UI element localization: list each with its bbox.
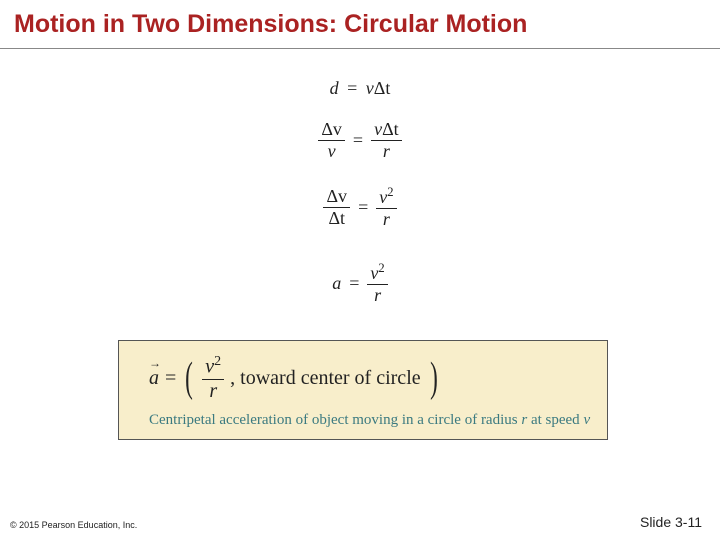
box-lhs-vector-a: a — [149, 367, 159, 390]
eq2-right-fraction: vΔt r — [371, 120, 402, 161]
box-den: r — [206, 381, 220, 402]
eq3-rden: r — [380, 210, 393, 229]
caption-pre: Centripetal acceleration of object movin… — [149, 412, 521, 428]
eq3-lnum: Δv — [326, 186, 347, 206]
eq1-dt: Δt — [374, 78, 391, 98]
box-equals: = — [165, 367, 176, 390]
eq2-equals: = — [353, 130, 363, 151]
equation-3: Δv Δt = v2 r — [0, 186, 720, 229]
slide-title: Motion in Two Dimensions: Circular Motio… — [14, 10, 527, 39]
eq4-rnum-exp: 2 — [378, 261, 384, 275]
box-direction-text: , toward center of circle — [230, 367, 420, 390]
copyright-text: © 2015 Pearson Education, Inc. — [10, 520, 137, 530]
eq1-v: v — [366, 78, 374, 98]
eq3-rnum-exp: 2 — [387, 185, 393, 199]
eq1-lhs: d — [330, 78, 339, 98]
eq1-equals: = — [343, 78, 361, 98]
title-divider — [0, 48, 720, 49]
eq2-left-fraction: Δv v — [318, 120, 345, 161]
eq2-rden: r — [380, 142, 393, 161]
eq4-rden: r — [371, 286, 384, 305]
eq2-lden: v — [325, 142, 339, 161]
equation-2: Δv v = vΔt r — [0, 120, 720, 161]
box-num-base: v — [205, 356, 214, 378]
slide-number: Slide 3-11 — [640, 514, 702, 530]
highlight-box: a = ( v2 r , toward center of circle ) C… — [118, 340, 608, 440]
eq3-right-fraction: v2 r — [376, 186, 396, 229]
eq3-lden: Δt — [328, 208, 345, 228]
eq4-right-fraction: v2 r — [367, 262, 387, 305]
eq3-left-fraction: Δv Δt — [323, 187, 350, 228]
equation-1: d = vΔt — [0, 78, 720, 99]
eq2-rnum-v: v — [374, 119, 382, 139]
eq2-lnum: Δv — [321, 119, 342, 139]
box-fraction: v2 r — [202, 355, 224, 402]
eq2-rnum-dt: Δt — [382, 119, 399, 139]
caption-v: v — [583, 412, 590, 428]
eq4-equals: = — [349, 273, 359, 294]
box-caption: Centripetal acceleration of object movin… — [149, 412, 595, 429]
caption-mid: at speed — [527, 412, 583, 428]
eq4-lhs: a — [332, 273, 341, 294]
box-num-exp: 2 — [214, 354, 221, 369]
eq3-equals: = — [358, 197, 368, 218]
box-equation: a = ( v2 r , toward center of circle ) — [149, 355, 595, 402]
equation-4: a = v2 r — [0, 262, 720, 305]
